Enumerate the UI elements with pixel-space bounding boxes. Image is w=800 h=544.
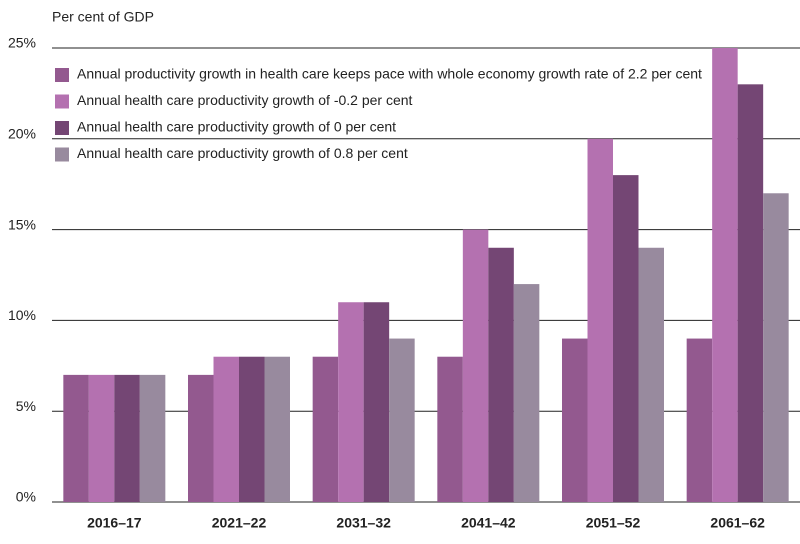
bar (488, 247, 514, 502)
bar (239, 356, 265, 502)
bar (737, 84, 764, 502)
x-tick-label: 2031–32 (336, 515, 391, 531)
y-axis-label: Per cent of GDP (52, 9, 154, 25)
legend-swatch (55, 121, 69, 135)
bar (188, 374, 214, 502)
bar (437, 356, 463, 502)
y-tick-label: 15% (8, 216, 36, 232)
legend-swatch (55, 68, 69, 82)
y-tick-label: 0% (16, 489, 36, 505)
legend-label: Annual health care productivity growth o… (77, 145, 408, 161)
bar (638, 247, 664, 502)
legend-swatch (55, 94, 69, 109)
bar (363, 302, 390, 502)
y-tick-label: 5% (16, 398, 36, 414)
bar (562, 338, 588, 502)
x-tick-label: 2021–22 (212, 515, 267, 531)
bar (312, 356, 339, 502)
bar (88, 374, 115, 502)
bar (63, 374, 89, 502)
x-tick-label: 2041–42 (461, 515, 516, 531)
legend-swatch (55, 147, 69, 162)
bar (686, 338, 713, 502)
bar (264, 356, 290, 502)
x-tick-label: 2051–52 (586, 515, 641, 531)
y-tick-label: 10% (8, 307, 36, 323)
bar (763, 193, 789, 502)
y-tick-label: 20% (8, 126, 36, 142)
bar (338, 302, 364, 502)
bar (389, 338, 415, 502)
bar (139, 374, 166, 502)
bar (462, 229, 489, 502)
bar (712, 48, 738, 502)
bar (114, 374, 140, 502)
x-tick-label: 2061–62 (710, 515, 765, 531)
x-tick-label: 2016–17 (87, 515, 142, 531)
bar (513, 284, 540, 502)
y-tick-label: 25% (8, 35, 36, 51)
bar (587, 138, 613, 503)
legend-label: Annual health care productivity growth o… (77, 92, 413, 108)
legend-label: Annual productivity growth in health car… (77, 66, 702, 82)
bar (213, 356, 239, 502)
legend-label: Annual health care productivity growth o… (77, 119, 396, 135)
bar (613, 175, 639, 502)
